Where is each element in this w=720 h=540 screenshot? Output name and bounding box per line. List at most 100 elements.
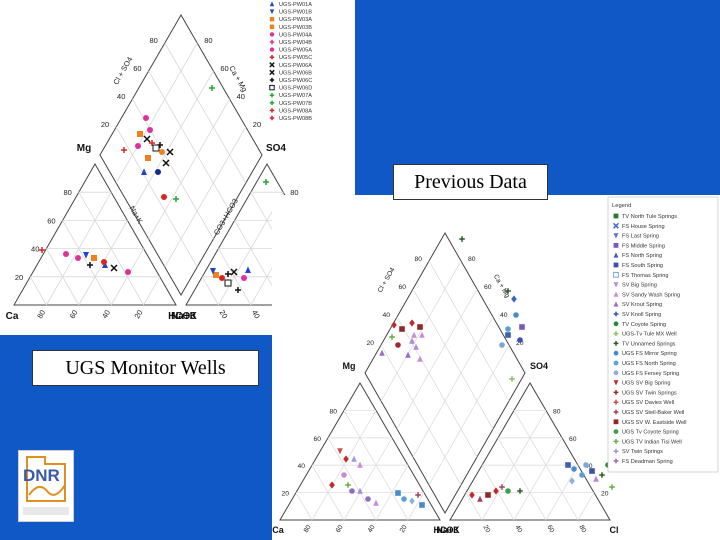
anion-x-tick: 40 [250, 308, 262, 320]
legend-entry: UGS SV Twin Springs [622, 390, 677, 396]
cation-x-tick: 20 [132, 308, 144, 320]
sample-point [213, 272, 219, 278]
so4-tick: 60 [569, 436, 577, 443]
sample-point [579, 472, 585, 478]
legend-marker [613, 271, 619, 278]
grid-line [407, 492, 425, 521]
sample-point [511, 295, 517, 303]
anion-triangle [449, 382, 611, 521]
sample-point [409, 497, 415, 505]
legend-entry: SV Krout Spring [622, 302, 662, 308]
sample-point [235, 287, 241, 293]
diamond-right-tick: 60 [220, 64, 228, 73]
grid-line [143, 276, 161, 306]
ugs-monitor-wells-title: UGS Monitor Wells [32, 350, 259, 386]
legend-marker [269, 115, 275, 121]
mg-tick: 20 [281, 491, 289, 498]
ca-label: Ca [6, 311, 19, 322]
sample-point [373, 499, 379, 506]
central-diamond [364, 231, 526, 515]
utah-outline-icon [23, 456, 69, 515]
legend-marker [269, 77, 275, 83]
sample-point [411, 331, 417, 338]
sample-point [505, 326, 511, 332]
sample-point [493, 487, 499, 495]
diamond-left-tick: 20 [101, 120, 109, 129]
sample-point [401, 496, 407, 502]
sample-point [225, 271, 231, 277]
sample-point [599, 472, 605, 478]
legend-entry: UGS-PW01B [279, 10, 312, 16]
diamond-left-tick: 40 [382, 312, 390, 319]
diamond-right-tick: 20 [253, 120, 261, 129]
sample-point [379, 349, 385, 356]
legend-entry: UGS-PW08A [279, 108, 312, 114]
mg-tick: 40 [297, 463, 305, 470]
legend-marker [613, 360, 619, 366]
legend-entry: FS North Spring [622, 253, 662, 259]
mg-tick: 80 [63, 188, 71, 197]
sample-point [399, 326, 405, 332]
sample-point [413, 343, 419, 350]
legend-marker [269, 62, 275, 68]
grid-line [148, 70, 230, 212]
sample-point [159, 149, 165, 155]
mg-tick: 20 [15, 273, 23, 282]
sample-point [517, 337, 523, 343]
grid-line [29, 276, 47, 306]
sample-point [87, 262, 93, 268]
legend-entry: UGS-PW04B [279, 40, 312, 46]
dnr-logo: DNR [18, 450, 74, 522]
sample-point [137, 131, 143, 137]
legend-entry: UGS-PW07A [279, 93, 312, 99]
diamond-left-tick: 40 [117, 92, 125, 101]
sample-point [245, 266, 251, 273]
grid-line [577, 492, 595, 521]
legend-entry: UGS Tv Coyote Spring [622, 430, 679, 436]
sample-point [349, 488, 355, 494]
sample-point [173, 196, 179, 202]
sample-point [75, 255, 81, 261]
grid-line [164, 126, 247, 268]
legend-title: Legend [612, 203, 631, 209]
legend-entry: UGS SV Davies Well [622, 400, 674, 406]
central-diamond [99, 14, 263, 296]
sample-point [141, 168, 147, 175]
sample-point [162, 159, 170, 167]
legend-entry: UGS FS North Spring [622, 361, 676, 367]
cation-x-tick: 60 [335, 524, 345, 534]
sample-point [155, 169, 161, 175]
sample-point [357, 461, 363, 468]
grid-line [311, 410, 377, 521]
sample-point [209, 85, 215, 91]
sample-point [419, 331, 425, 338]
sample-point [121, 147, 127, 153]
sample-point [395, 342, 401, 348]
grid-line [115, 42, 198, 184]
legend-entry: UGS-PW08B [279, 116, 312, 122]
mg-label: Mg [343, 361, 356, 371]
sample-point [365, 496, 371, 502]
legend-marker [613, 243, 619, 248]
diamond-right-tick: 40 [500, 312, 508, 319]
sample-point [571, 466, 577, 472]
legend-marker [613, 429, 619, 434]
anion-x-tick: 80 [577, 524, 587, 534]
cl-label: Cl [610, 525, 619, 535]
legend-marker [613, 233, 619, 239]
legend-entry: UGS SV Big Spring [622, 381, 671, 387]
grid-line [396, 316, 478, 458]
sample-point [499, 484, 505, 490]
grid-line [295, 492, 313, 521]
hco3-label: HCO3 [433, 525, 458, 535]
legend-entry: UGS-PW06C [279, 78, 312, 84]
sample-point [485, 492, 491, 498]
grid-line [327, 437, 377, 521]
sample-point [166, 148, 174, 156]
grid-line [428, 344, 510, 486]
anion-x-tick: 40 [513, 524, 523, 534]
legend-entry: UGS-PW05A [279, 48, 312, 54]
legend-entry: UGS-PW05C [279, 55, 312, 61]
previous-data-title: Previous Data [393, 164, 548, 200]
